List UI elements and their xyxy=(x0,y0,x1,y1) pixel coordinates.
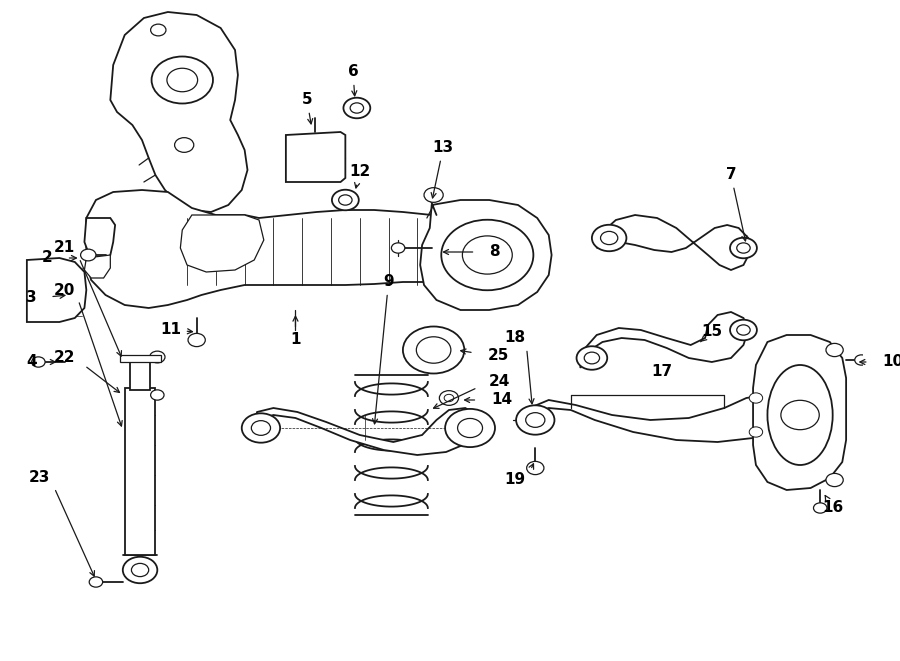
Circle shape xyxy=(242,413,280,443)
Circle shape xyxy=(781,401,819,430)
Circle shape xyxy=(150,390,164,400)
Circle shape xyxy=(463,236,512,274)
Ellipse shape xyxy=(768,365,832,465)
Text: 16: 16 xyxy=(822,500,843,516)
Text: 18: 18 xyxy=(505,330,526,346)
Circle shape xyxy=(392,243,405,253)
Circle shape xyxy=(445,395,454,402)
Polygon shape xyxy=(111,12,248,212)
Text: 8: 8 xyxy=(490,245,500,260)
Circle shape xyxy=(446,409,495,447)
Circle shape xyxy=(855,355,868,365)
Polygon shape xyxy=(580,312,748,368)
Polygon shape xyxy=(420,200,552,310)
Polygon shape xyxy=(85,255,111,278)
Circle shape xyxy=(344,98,370,118)
Polygon shape xyxy=(286,132,346,182)
Circle shape xyxy=(403,327,464,373)
Text: 23: 23 xyxy=(29,471,50,485)
Polygon shape xyxy=(130,360,149,390)
Text: 9: 9 xyxy=(383,274,394,290)
Circle shape xyxy=(439,391,458,405)
Circle shape xyxy=(424,188,443,202)
Text: 20: 20 xyxy=(53,282,75,297)
Circle shape xyxy=(175,137,194,152)
Circle shape xyxy=(89,577,103,587)
Circle shape xyxy=(338,195,352,205)
Polygon shape xyxy=(526,395,782,442)
Circle shape xyxy=(131,563,149,576)
Text: 10: 10 xyxy=(883,354,900,369)
Text: 6: 6 xyxy=(347,65,358,79)
Circle shape xyxy=(749,393,762,403)
Circle shape xyxy=(516,405,554,435)
Text: 22: 22 xyxy=(53,350,75,366)
Text: 12: 12 xyxy=(349,165,371,180)
Circle shape xyxy=(600,231,617,245)
Circle shape xyxy=(749,427,762,437)
Circle shape xyxy=(32,357,45,367)
Circle shape xyxy=(122,557,158,583)
Circle shape xyxy=(350,103,364,113)
Polygon shape xyxy=(180,215,264,272)
Circle shape xyxy=(166,68,198,92)
Polygon shape xyxy=(85,218,115,262)
Circle shape xyxy=(826,473,843,486)
Circle shape xyxy=(526,412,544,428)
Polygon shape xyxy=(753,335,846,490)
Circle shape xyxy=(149,351,165,363)
Circle shape xyxy=(417,337,451,364)
Polygon shape xyxy=(597,215,751,270)
Polygon shape xyxy=(125,388,156,555)
Circle shape xyxy=(584,352,599,364)
Text: 13: 13 xyxy=(433,141,454,155)
Text: 4: 4 xyxy=(26,354,37,369)
Text: 17: 17 xyxy=(652,364,672,379)
Circle shape xyxy=(730,238,757,258)
Text: 14: 14 xyxy=(491,393,512,407)
Text: 15: 15 xyxy=(701,325,723,340)
Polygon shape xyxy=(27,258,86,322)
Circle shape xyxy=(577,346,608,369)
Circle shape xyxy=(526,461,544,475)
Circle shape xyxy=(814,503,827,513)
Text: 7: 7 xyxy=(725,167,736,182)
Circle shape xyxy=(188,333,205,346)
Text: 25: 25 xyxy=(487,348,508,362)
Text: 24: 24 xyxy=(490,375,510,389)
Circle shape xyxy=(457,418,482,438)
Circle shape xyxy=(737,325,751,335)
Circle shape xyxy=(150,24,166,36)
Circle shape xyxy=(332,190,359,210)
Text: 5: 5 xyxy=(302,93,312,108)
Circle shape xyxy=(81,249,96,261)
Text: 19: 19 xyxy=(505,473,526,488)
Polygon shape xyxy=(86,190,542,308)
Circle shape xyxy=(730,320,757,340)
Circle shape xyxy=(441,219,534,290)
Polygon shape xyxy=(120,355,161,362)
Text: 21: 21 xyxy=(54,241,75,256)
Circle shape xyxy=(251,420,271,436)
Circle shape xyxy=(592,225,626,251)
Circle shape xyxy=(151,56,213,104)
Text: 11: 11 xyxy=(160,323,181,338)
Circle shape xyxy=(826,344,843,357)
Circle shape xyxy=(737,243,751,253)
Text: 2: 2 xyxy=(42,251,53,266)
Text: 1: 1 xyxy=(290,332,301,348)
Polygon shape xyxy=(251,408,480,455)
Text: 3: 3 xyxy=(26,290,37,305)
